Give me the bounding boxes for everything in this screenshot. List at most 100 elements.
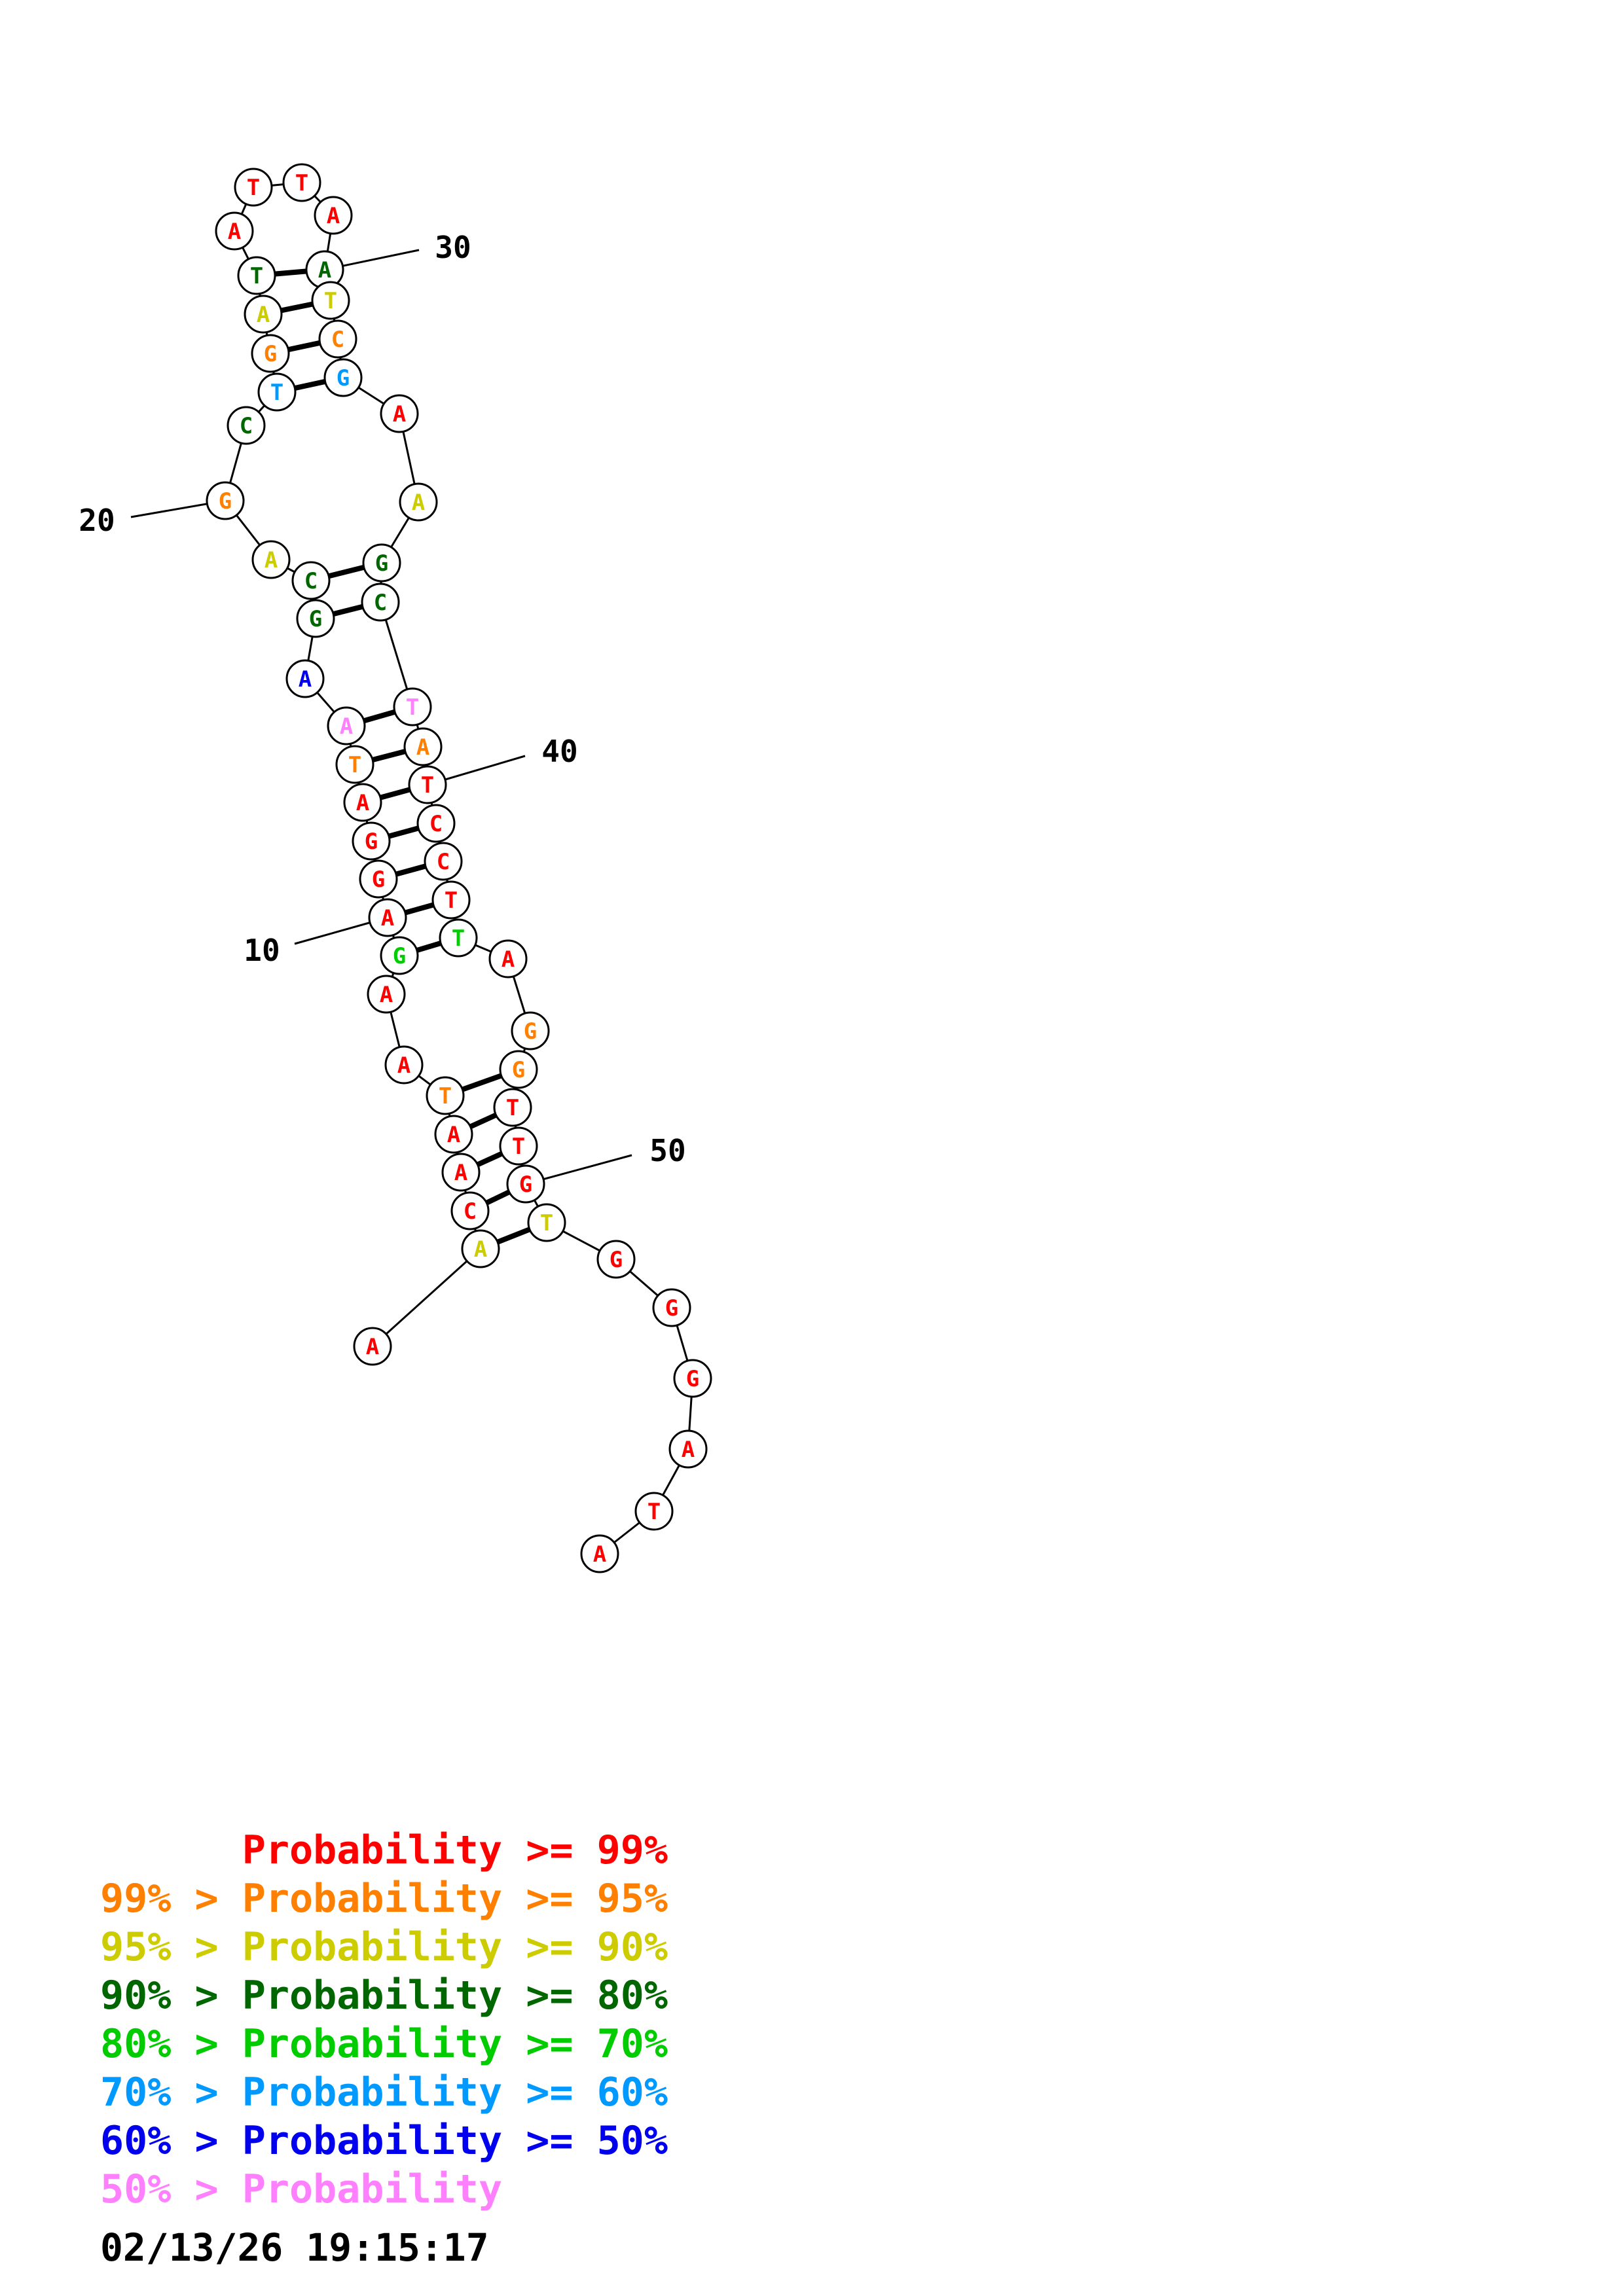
svg-text:A: A (381, 905, 394, 931)
position-labels: 10 20 30 40 50 (79, 230, 685, 1168)
nucleotide-11-G: G (359, 859, 398, 899)
svg-text:G: G (337, 365, 350, 391)
nucleotide-47-G: G (499, 1050, 538, 1089)
nucleotide-3-C: C (450, 1191, 490, 1230)
svg-text:A: A (327, 203, 340, 229)
svg-text:A: A (340, 713, 353, 740)
position-label-10: 10 (244, 933, 280, 968)
position-label-40: 40 (541, 734, 577, 769)
legend-row: 60% > Probability >= 50% (100, 2118, 668, 2164)
svg-text:A: A (366, 1334, 379, 1360)
position-label-50: 50 (649, 1133, 685, 1168)
nucleotide-49-T: T (499, 1126, 538, 1166)
nucleotide-26-A: A (215, 211, 254, 251)
svg-text:A: A (501, 946, 515, 973)
svg-text:G: G (375, 550, 388, 577)
nucleotide-37-C: C (361, 583, 400, 622)
nucleotide-56-T: T (634, 1492, 674, 1531)
svg-text:T: T (421, 772, 434, 798)
nucleotide-8-A: A (367, 975, 406, 1014)
nucleotide-48-T: T (493, 1088, 532, 1127)
probability-legend: Probability >= 99% 99% > Probability >= 9… (100, 1826, 668, 2214)
svg-text:A: A (356, 790, 369, 816)
legend-row: Probability >= 99% (100, 1827, 668, 1873)
svg-text:A: A (593, 1541, 606, 1568)
svg-text:A: A (257, 302, 270, 328)
legend-row: 95% > Probability >= 90% (100, 1924, 668, 1970)
svg-text:G: G (219, 488, 232, 514)
nucleotide-2-A: A (461, 1229, 500, 1268)
nucleotide-29-A: A (314, 196, 353, 235)
svg-text:A: A (447, 1122, 460, 1148)
nucleotide-36-G: G (362, 543, 401, 583)
svg-text:G: G (610, 1247, 623, 1273)
nucleotide-57-A: A (580, 1534, 619, 1573)
svg-text:T: T (348, 752, 361, 778)
nucleotide-35-A: A (399, 482, 438, 522)
svg-text:T: T (647, 1499, 661, 1525)
svg-text:A: A (454, 1160, 467, 1186)
svg-text:G: G (519, 1172, 532, 1198)
svg-text:T: T (270, 380, 283, 406)
svg-text:A: A (299, 666, 312, 692)
nucleotide-39-A: A (403, 727, 443, 766)
svg-text:A: A (397, 1052, 410, 1079)
nucleotide-40-T: T (408, 765, 447, 804)
svg-text:T: T (452, 925, 465, 952)
nucleotide-1-A: A (353, 1327, 392, 1366)
svg-text:C: C (240, 413, 253, 439)
svg-text:C: C (437, 849, 450, 875)
legend-row: 99% > Probability >= 95% (100, 1876, 668, 1922)
nucleotide-52-G: G (596, 1240, 636, 1279)
nucleotide-45-A: A (488, 939, 528, 978)
nucleotide-18-C: C (291, 561, 331, 600)
svg-text:C: C (374, 590, 387, 616)
nucleotide-13-A: A (343, 783, 382, 822)
svg-text:A: A (416, 734, 429, 761)
svg-text:A: A (412, 490, 425, 516)
nucleotide-14-T: T (335, 745, 374, 784)
nucleotide-4-A: A (441, 1153, 481, 1192)
legend-row: 50% > Probability (100, 2166, 503, 2212)
nucleotide-31-T: T (311, 281, 350, 320)
nucleotide-28-T: T (282, 163, 321, 202)
nucleotide-7-A: A (384, 1045, 424, 1085)
nucleotide-20-G: G (206, 481, 245, 520)
nucleotide-55-A: A (668, 1429, 708, 1469)
nucleotide-10-A: A (368, 898, 407, 937)
svg-text:T: T (445, 888, 458, 914)
svg-text:G: G (365, 829, 378, 855)
nucleotide-15-A: A (327, 706, 366, 745)
svg-text:C: C (304, 568, 318, 594)
nucleotide-32-C: C (318, 319, 357, 359)
svg-text:T: T (506, 1095, 519, 1121)
svg-text:G: G (665, 1295, 678, 1321)
nucleotide-17-G: G (296, 599, 335, 638)
nucleotide-42-C: C (424, 842, 463, 881)
svg-text:A: A (318, 257, 331, 283)
nucleotide-43-T: T (431, 880, 471, 920)
legend-row: 90% > Probability >= 80% (100, 1973, 668, 2018)
svg-text:A: A (380, 982, 393, 1008)
svg-text:C: C (464, 1198, 477, 1225)
nucleotide-44-T: T (439, 918, 478, 958)
svg-text:A: A (393, 401, 406, 427)
nucleotide-34-A: A (380, 394, 419, 433)
svg-text:A: A (264, 547, 278, 573)
nucleotide-22-T: T (257, 372, 297, 412)
svg-text:C: C (331, 327, 344, 353)
svg-text:A: A (474, 1236, 487, 1263)
svg-text:T: T (247, 175, 260, 201)
svg-text:T: T (512, 1134, 525, 1160)
nucleotide-53-G: G (652, 1288, 691, 1327)
svg-text:A: A (228, 219, 241, 245)
nucleotide-33-G: G (323, 358, 363, 397)
svg-text:T: T (406, 694, 419, 721)
nucleotide-41-C: C (416, 804, 456, 843)
timestamp: 02/13/26 19:15:17 (100, 2225, 489, 2270)
nucleotide-23-G: G (251, 334, 290, 373)
nucleotide-21-C: C (227, 406, 266, 445)
svg-text:G: G (686, 1366, 699, 1392)
